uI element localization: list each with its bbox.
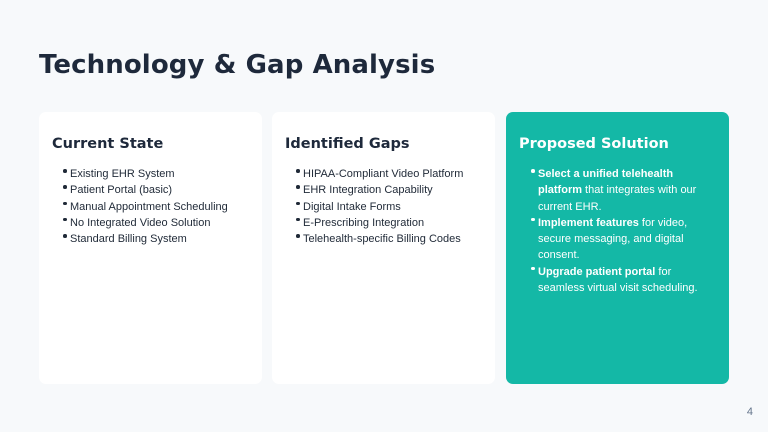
list-item: Select a unified telehealth platform tha…: [531, 166, 709, 215]
identified-gaps-heading: Identified Gaps: [285, 136, 410, 152]
list-item: Manual Appointment Scheduling: [63, 199, 250, 215]
current-state-list: Existing EHR System Patient Portal (basi…: [52, 166, 250, 247]
proposed-solution-heading: Proposed Solution: [519, 136, 669, 152]
solution-item-text: for video, secure messaging, and digital…: [538, 216, 688, 262]
current-state-heading: Current State: [52, 136, 164, 152]
list-item: No Integrated Video Solution: [63, 215, 250, 231]
current-state-card: Current State Existing EHR System Patien…: [39, 112, 262, 384]
list-item: Standard Billing System: [63, 231, 250, 247]
list-item: Digital Intake Forms: [296, 199, 483, 215]
solution-item-emphasis: Select a unified telehealth platform: [538, 168, 674, 197]
solution-item-text: for seamless virtual visit scheduling.: [538, 265, 698, 295]
solution-item-emphasis: Upgrade patient portal: [538, 265, 656, 278]
identified-gaps-list: HIPAA-Compliant Video Platform EHR Integ…: [285, 166, 483, 247]
solution-item-text: that integrates with our current EHR.: [538, 184, 697, 213]
list-item: Patient Portal (basic): [63, 182, 250, 198]
identified-gaps-card: Identified Gaps HIPAA-Compliant Video Pl…: [272, 112, 495, 384]
list-item: Implement features for video, secure mes…: [531, 215, 709, 264]
list-item: HIPAA-Compliant Video Platform: [296, 166, 483, 182]
proposed-solution-list: Select a unified telehealth platform tha…: [519, 166, 717, 296]
list-item: Telehealth-specific Billing Codes: [296, 231, 483, 247]
list-item: EHR Integration Capability: [296, 182, 483, 198]
page-number: 4: [746, 406, 753, 418]
proposed-solution-card: Proposed Solution Select a unified teleh…: [506, 112, 729, 384]
list-item: Existing EHR System: [63, 166, 250, 182]
solution-item-emphasis: Implement features: [538, 216, 639, 229]
slide-title: Technology & Gap Analysis: [39, 50, 436, 80]
list-item: Upgrade patient portal for seamless virt…: [531, 264, 709, 297]
list-item: E-Prescribing Integration: [296, 215, 483, 231]
